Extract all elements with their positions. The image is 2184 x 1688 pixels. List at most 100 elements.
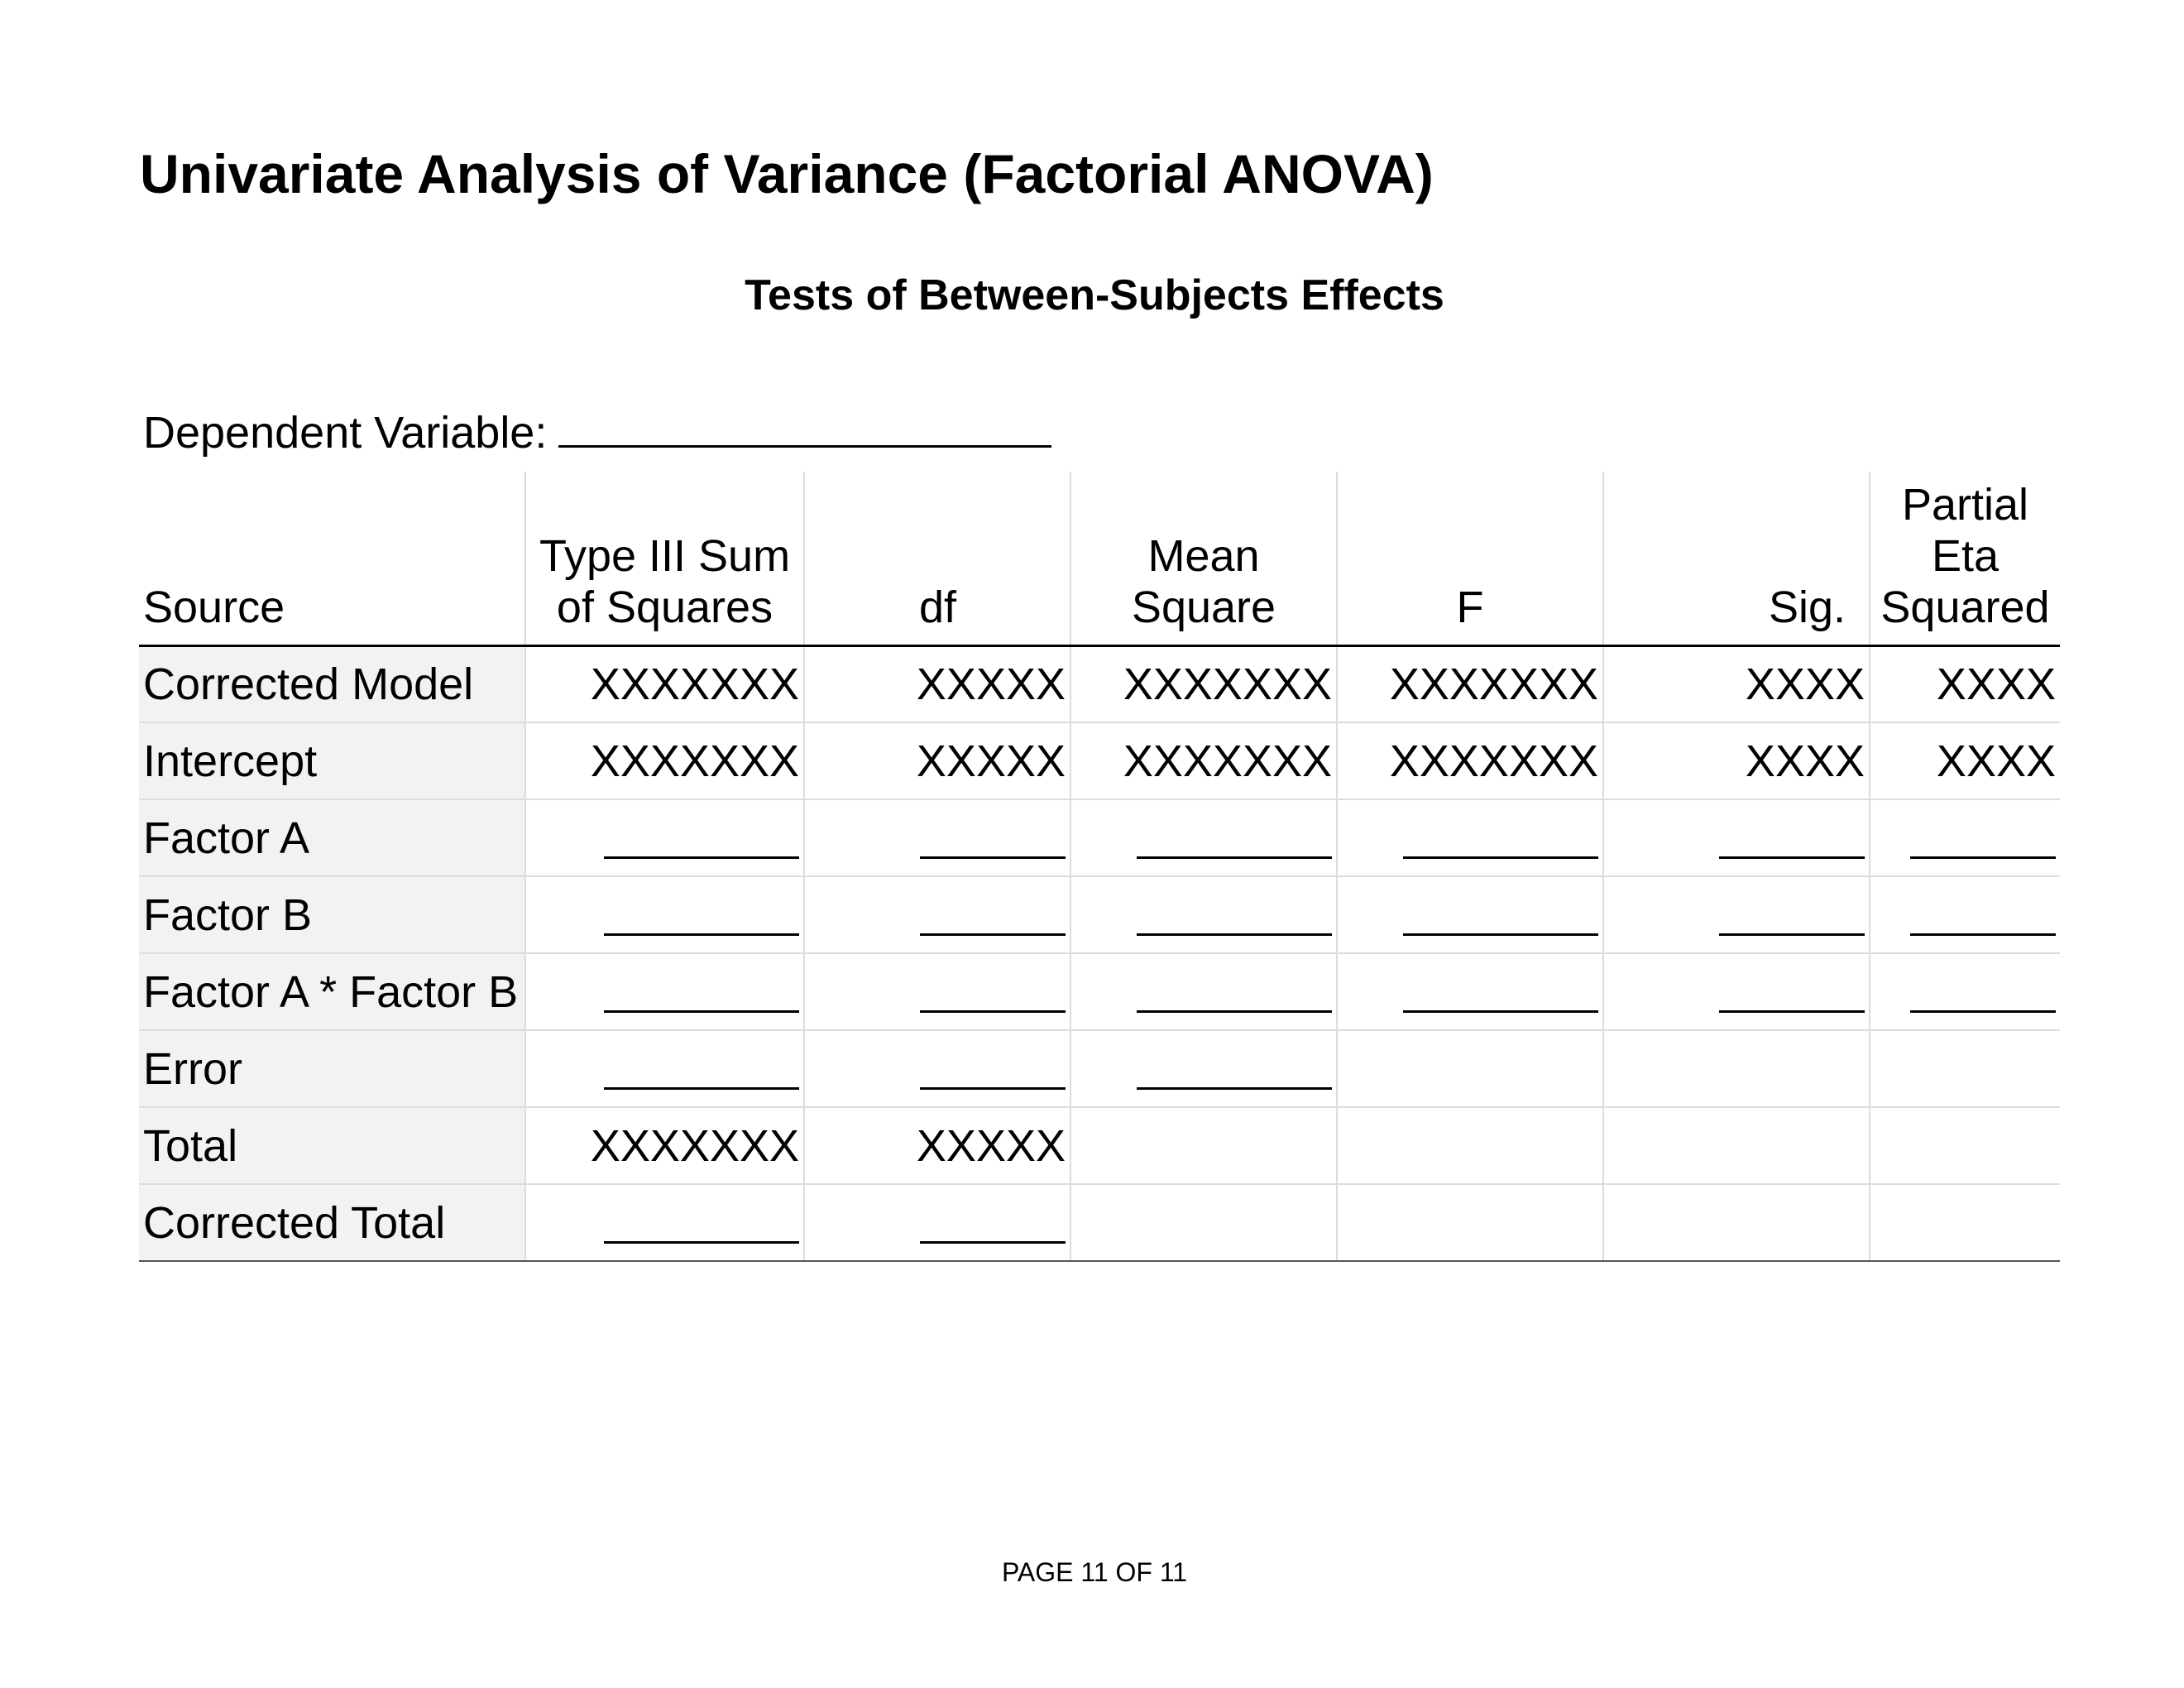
df-cell	[803, 1030, 1070, 1108]
eta-cell: XXXX	[1869, 722, 2060, 800]
column-header-eta-line2: Eta	[1931, 530, 2000, 581]
f-cell: XXXXXXX	[1336, 722, 1603, 800]
ms-cell	[1070, 1030, 1337, 1108]
column-header-sig-text: Sig.	[1768, 582, 1846, 632]
source-cell: Intercept	[139, 722, 525, 800]
ms-cell	[1070, 876, 1337, 954]
dependent-variable-label: Dependent Variable:	[143, 408, 548, 458]
column-header-partial-eta-squared: Partial Eta Squared	[1869, 472, 2060, 647]
fill-in-blank	[920, 820, 1066, 859]
fill-in-blank	[1719, 820, 1865, 859]
column-header-ss-line1: Type III Sum	[539, 530, 791, 581]
dependent-variable-line: Dependent Variable:	[143, 404, 1052, 459]
eta-cell	[1869, 953, 2060, 1031]
page-title: Univariate Analysis of Variance (Factori…	[140, 143, 1434, 204]
f-cell	[1336, 1107, 1603, 1185]
table-title: Tests of Between-Subjects Effects	[745, 271, 1444, 319]
df-placeholder-value: XXXXX	[916, 1120, 1066, 1171]
fill-in-blank	[1910, 897, 2056, 936]
fill-in-blank	[604, 1205, 799, 1244]
eta-placeholder-value: XXXX	[1936, 736, 2056, 786]
fill-in-blank	[1910, 820, 2056, 859]
table-header-row: Source Type III Sum of Squares df Mean Squ…	[139, 472, 2060, 647]
column-header-mean-square: Mean Square	[1070, 472, 1337, 647]
column-header-eta-line1: Partial	[1901, 479, 2029, 530]
ms-placeholder-value: XXXXXXX	[1123, 736, 1332, 786]
df-cell: XXXXX	[803, 722, 1070, 800]
ss-cell	[524, 1184, 804, 1262]
source-cell: Total	[139, 1107, 525, 1185]
column-header-f-text: F	[1456, 582, 1484, 632]
ss-cell	[524, 876, 804, 954]
f-cell: XXXXXXX	[1336, 645, 1603, 723]
table-row: Corrected Total	[139, 1184, 2060, 1262]
ss-placeholder-value: XXXXXXX	[590, 1120, 799, 1171]
table-row: Factor B	[139, 876, 2060, 954]
df-cell: XXXXX	[803, 1107, 1070, 1185]
table-row: Factor A	[139, 799, 2060, 877]
dependent-variable-blank	[558, 404, 1052, 448]
table-row: Corrected Model XXXXXXX XXXXX XXXXXXX XXXXXX…	[139, 645, 2060, 723]
table-body: Corrected Model XXXXXXX XXXXX XXXXXXX XXXXXX…	[139, 645, 2060, 1262]
f-placeholder-value: XXXXXXX	[1389, 659, 1598, 709]
page-number: PAGE 11 OF 11	[1001, 1557, 1188, 1587]
fill-in-blank	[1719, 974, 1865, 1013]
column-header-source-text: Source	[143, 582, 285, 632]
ss-cell: XXXXXXX	[524, 722, 804, 800]
fill-in-blank	[920, 897, 1066, 936]
column-header-f: F	[1336, 472, 1603, 647]
sig-cell	[1602, 953, 1870, 1031]
f-cell	[1336, 799, 1603, 877]
df-placeholder-value: XXXXX	[916, 659, 1066, 709]
ms-cell	[1070, 1184, 1337, 1262]
column-header-ss-line2: of Squares	[556, 582, 774, 632]
fill-in-blank	[1137, 974, 1332, 1013]
ms-cell	[1070, 953, 1337, 1031]
column-header-source: Source	[139, 472, 525, 647]
sig-cell	[1602, 1107, 1870, 1185]
table-row: Factor A * Factor B	[139, 953, 2060, 1031]
column-header-sum-of-squares: Type III Sum of Squares	[524, 472, 804, 647]
source-cell: Factor B	[139, 876, 525, 954]
ss-placeholder-value: XXXXXXX	[590, 659, 799, 709]
fill-in-blank	[920, 1205, 1066, 1244]
fill-in-blank	[1137, 1051, 1332, 1090]
source-cell: Error	[139, 1030, 525, 1108]
ms-cell: XXXXXXX	[1070, 722, 1337, 800]
column-header-df: df	[803, 472, 1070, 647]
f-cell	[1336, 1030, 1603, 1108]
fill-in-blank	[1910, 974, 2056, 1013]
fill-in-blank	[604, 974, 799, 1013]
fill-in-blank	[604, 820, 799, 859]
fill-in-blank	[920, 974, 1066, 1013]
df-cell	[803, 1184, 1070, 1262]
anova-table: Source Type III Sum of Squares df Mean Squ…	[139, 472, 2060, 1262]
source-cell: Factor A	[139, 799, 525, 877]
fill-in-blank	[1137, 820, 1332, 859]
ms-cell: XXXXXXX	[1070, 645, 1337, 723]
fill-in-blank	[1719, 897, 1865, 936]
table-row: Error	[139, 1030, 2060, 1108]
source-cell: Corrected Total	[139, 1184, 525, 1262]
column-header-ms-line2: Square	[1131, 582, 1276, 632]
sig-cell	[1602, 876, 1870, 954]
df-cell: XXXXX	[803, 645, 1070, 723]
df-cell	[803, 953, 1070, 1031]
table-row: Intercept XXXXXXX XXXXX XXXXXXX XXXXXXX XXXX X…	[139, 722, 2060, 800]
sig-placeholder-value: XXXX	[1745, 736, 1865, 786]
fill-in-blank	[1403, 974, 1598, 1013]
table-row: Total XXXXXXX XXXXX	[139, 1107, 2060, 1185]
ms-cell	[1070, 1107, 1337, 1185]
fill-in-blank	[920, 1051, 1066, 1090]
column-header-eta-line3: Squared	[1880, 582, 2050, 632]
f-cell	[1336, 953, 1603, 1031]
sig-cell: XXXX	[1602, 722, 1870, 800]
eta-cell	[1869, 799, 2060, 877]
source-cell: Factor A * Factor B	[139, 953, 525, 1031]
df-placeholder-value: XXXXX	[916, 736, 1066, 786]
f-cell	[1336, 876, 1603, 954]
ss-placeholder-value: XXXXXXX	[590, 736, 799, 786]
eta-cell	[1869, 1107, 2060, 1185]
fill-in-blank	[604, 1051, 799, 1090]
ms-placeholder-value: XXXXXXX	[1123, 659, 1332, 709]
